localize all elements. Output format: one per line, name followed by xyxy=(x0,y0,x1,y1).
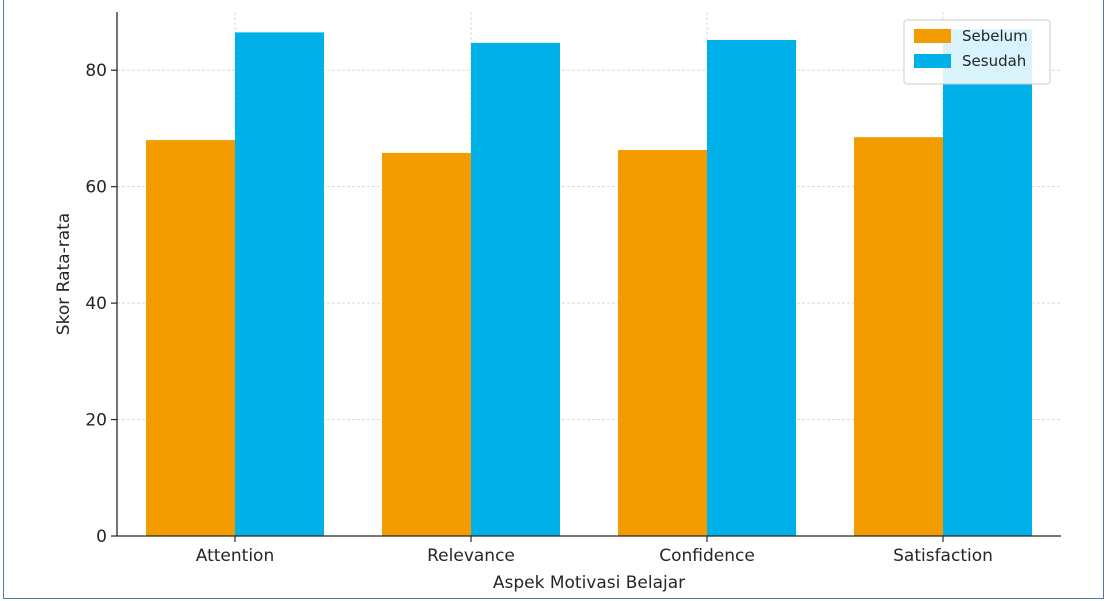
bar-sesudah-relevance xyxy=(471,42,560,536)
x-ticks: Attention Relevance Confidence Satisfaction xyxy=(196,536,993,566)
y-tick-label-4: 80 xyxy=(85,61,107,81)
y-axis-title: Skor Rata-rata xyxy=(54,213,74,335)
x-axis-title: Aspek Motivasi Belajar xyxy=(493,573,685,593)
y-tick-label-1: 20 xyxy=(85,411,107,431)
bar-sesudah-attention xyxy=(235,32,324,536)
bar-sebelum-attention xyxy=(146,140,235,537)
legend-swatch-sesudah xyxy=(914,54,951,68)
x-tick-label-1: Relevance xyxy=(427,546,515,566)
bar-sebelum-satisfaction xyxy=(854,137,943,536)
y-tick-label-2: 40 xyxy=(85,294,107,314)
legend-label-sesudah: Sesudah xyxy=(962,52,1026,70)
bar-sesudah-confidence xyxy=(707,39,796,537)
legend: Sebelum Sesudah xyxy=(903,19,1051,85)
y-ticks: 0 20 40 60 80 xyxy=(85,61,117,547)
x-tick-label-2: Confidence xyxy=(659,546,755,566)
bar-sesudah-satisfaction xyxy=(943,29,1032,536)
x-tick-label-3: Satisfaction xyxy=(893,546,993,566)
axes xyxy=(116,12,1061,537)
figure-frame xyxy=(3,0,1104,599)
x-tick-label-0: Attention xyxy=(196,546,274,566)
legend-swatch-sebelum xyxy=(914,29,951,43)
bar-sebelum-relevance xyxy=(382,152,471,537)
bar-sebelum-confidence xyxy=(618,149,707,536)
y-tick-label-3: 60 xyxy=(85,178,107,198)
bars xyxy=(146,29,1032,537)
legend-label-sebelum: Sebelum xyxy=(962,27,1028,45)
y-tick-label-0: 0 xyxy=(96,527,107,547)
